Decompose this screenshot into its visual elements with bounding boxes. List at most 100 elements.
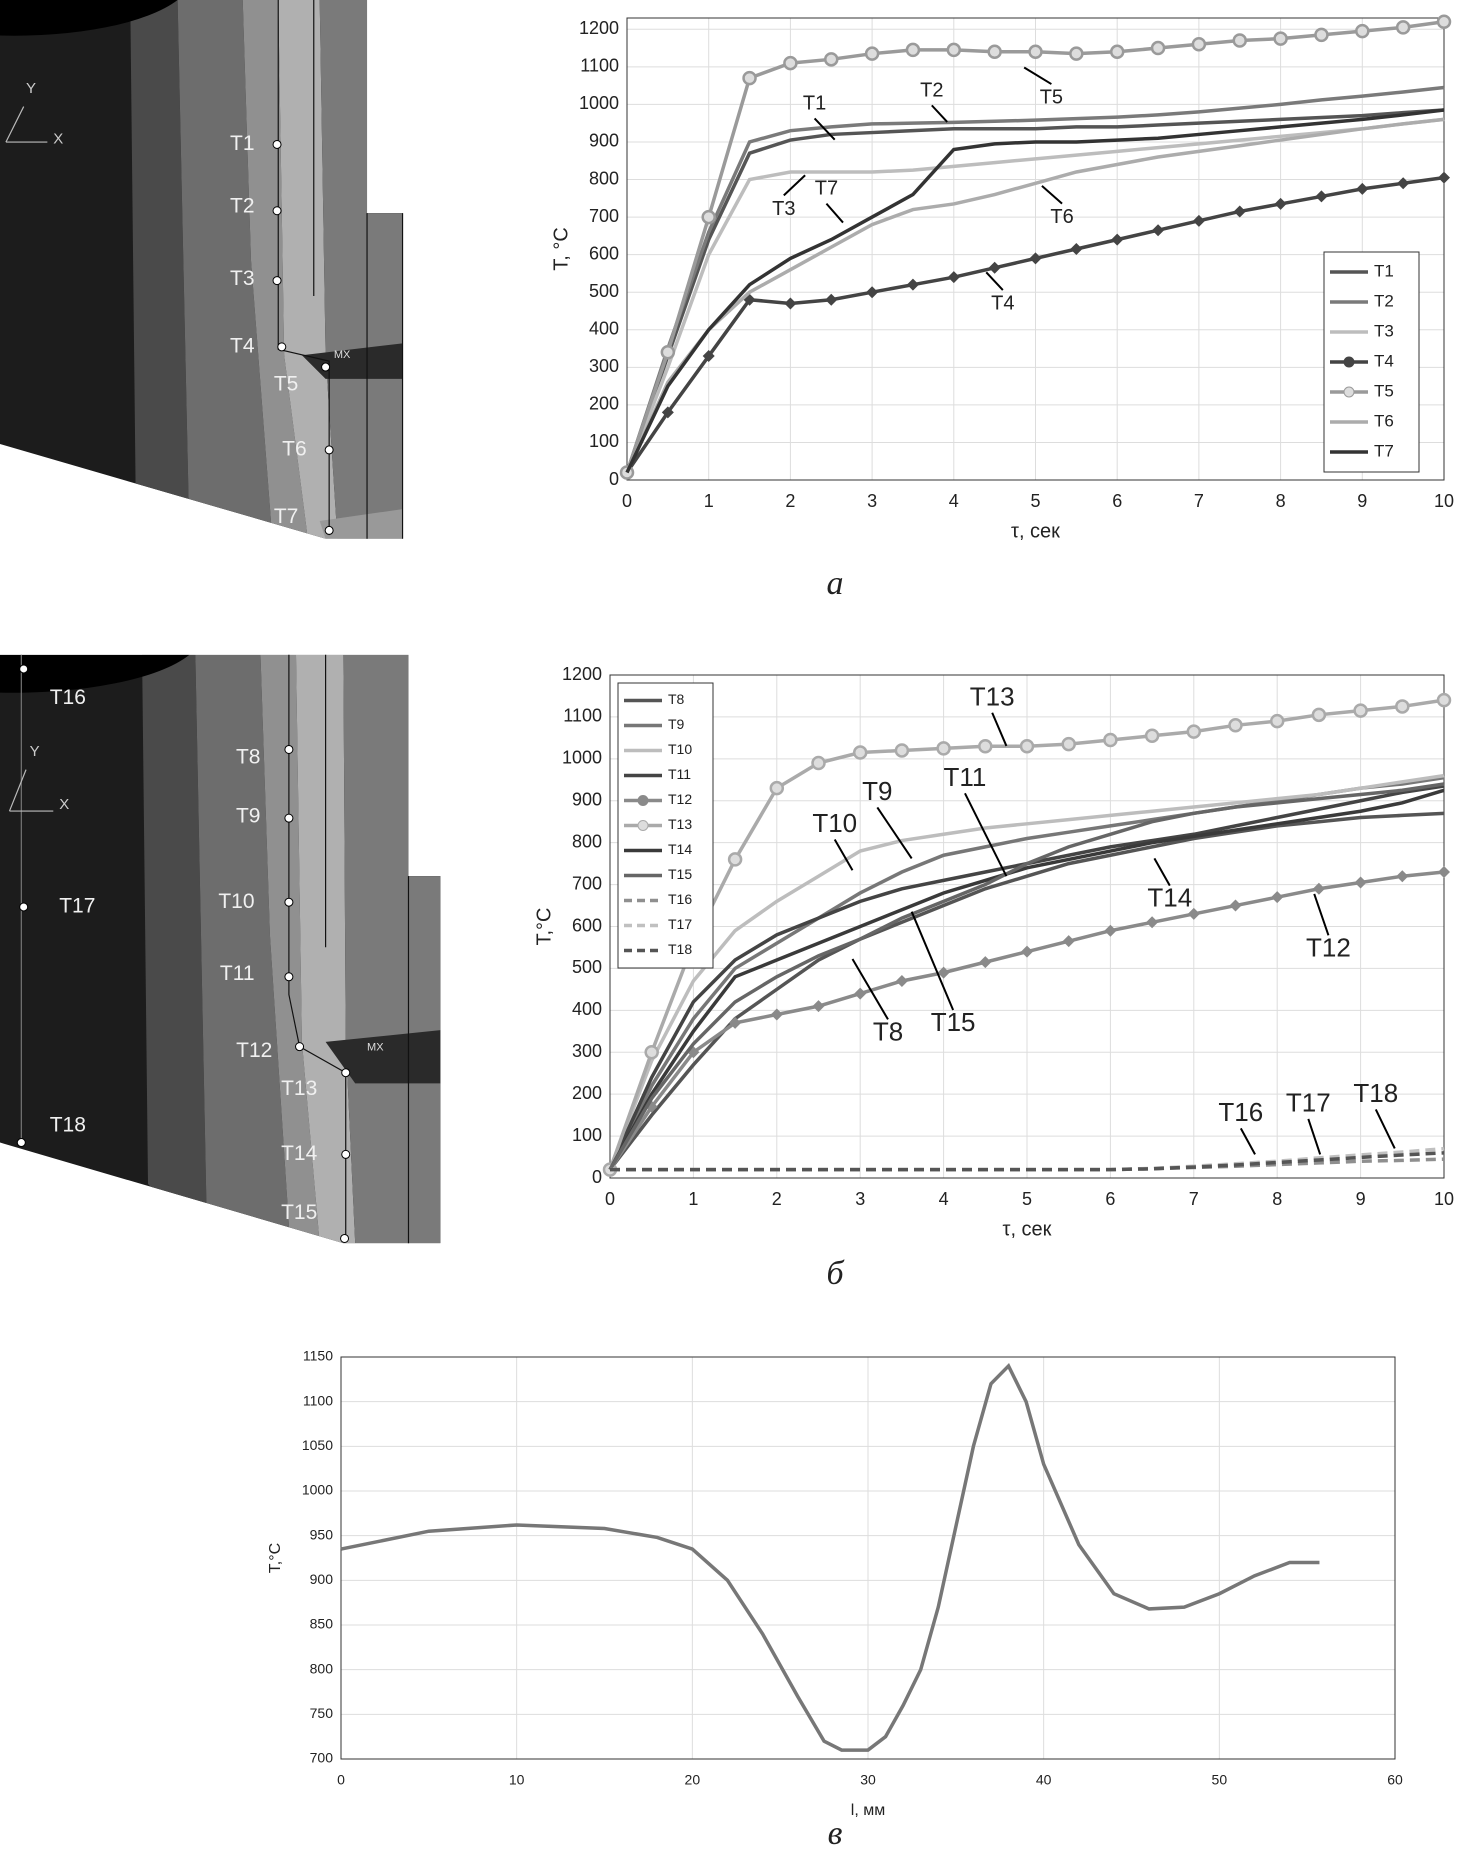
x-tick-label: 40 (1036, 1772, 1052, 1788)
point (1274, 197, 1287, 210)
model-a (0, 0, 404, 539)
point (661, 406, 674, 419)
probe-point (295, 1042, 305, 1052)
axis-letter: Y (30, 743, 40, 760)
annotation: T12 (1306, 932, 1351, 962)
annotation: T1 (803, 92, 826, 114)
y-tick-label: 750 (310, 1705, 334, 1721)
y-tick-label: 300 (589, 356, 619, 376)
probe-label: T15 (281, 1201, 317, 1224)
annotation-leader (964, 792, 1008, 877)
series-line (608, 811, 1445, 1171)
legend-label: T16 (668, 891, 692, 907)
legend-marker (1343, 356, 1355, 368)
probe-label: T4 (230, 334, 255, 357)
point (1436, 14, 1452, 30)
annotation-leader (851, 958, 889, 1020)
point (1021, 945, 1033, 958)
x-tick-label: 7 (1189, 1189, 1199, 1209)
series-line (625, 108, 1445, 474)
annotation-leader (1239, 1127, 1256, 1155)
point (947, 271, 960, 284)
point (1271, 891, 1284, 904)
legend-label: T18 (668, 941, 692, 957)
legend-marker (637, 820, 649, 831)
point (1061, 736, 1076, 752)
y-tick-label: 700 (310, 1750, 334, 1766)
legend-label: T12 (668, 791, 692, 807)
probe-point (284, 972, 294, 982)
y-tick-label: 1100 (580, 56, 619, 76)
point (702, 350, 715, 363)
point (1070, 243, 1083, 255)
x-tick-label: 0 (622, 491, 632, 511)
legend-label: T2 (1374, 291, 1394, 310)
point (1111, 233, 1124, 246)
point (1104, 924, 1117, 937)
point (894, 743, 910, 758)
probe-label: T6 (282, 437, 307, 460)
probe-label: T10 (218, 890, 254, 913)
point (978, 739, 993, 754)
y-tick-label: 850 (310, 1616, 334, 1632)
plot-frame (609, 674, 1445, 1179)
y-tick-label: 1150 (303, 1348, 333, 1364)
point (1395, 20, 1411, 35)
probe-point (272, 206, 282, 216)
point (1191, 37, 1207, 52)
point (895, 974, 908, 987)
legend-label: T4 (1374, 351, 1394, 370)
point (1395, 699, 1410, 714)
x-tick-label: 8 (1272, 1189, 1282, 1209)
y-tick-label: 0 (609, 469, 619, 489)
y-tick-label: 900 (589, 131, 619, 151)
legend-label: T5 (1374, 381, 1394, 400)
probe-label: T5 (274, 372, 299, 395)
annotation: T15 (931, 1007, 976, 1037)
annotation: T6 (1050, 206, 1073, 228)
y-tick-label: 1200 (579, 18, 619, 38)
x-tick-label: 3 (855, 1189, 865, 1209)
probe-point (272, 276, 282, 286)
point (1150, 40, 1166, 56)
legend-label: T10 (668, 741, 692, 757)
point (1028, 44, 1043, 60)
probe-point (324, 445, 334, 455)
series-line (340, 1362, 1320, 1752)
probe-label: T18 (50, 1114, 86, 1137)
y-axis-label: T,°C (533, 908, 555, 946)
axis-letter: Y (26, 80, 36, 97)
legend-label: T6 (1374, 411, 1394, 430)
axis-letter: X (59, 796, 69, 813)
point (1354, 876, 1367, 889)
x-axis-label: τ, сек (1011, 520, 1060, 542)
annotation: T7 (815, 178, 838, 200)
annotation: T3 (772, 198, 795, 220)
caption: б (826, 1255, 845, 1292)
model-b (0, 654, 441, 1244)
x-axis-label: l, мм (851, 1802, 885, 1819)
probe-label: T16 (50, 686, 86, 709)
probe-label: T11 (220, 962, 255, 985)
y-tick-label: 800 (589, 168, 619, 188)
probe-point (284, 813, 294, 823)
annotation-leader (833, 838, 854, 871)
annotation-leader (1374, 1108, 1396, 1149)
x-tick-label: 9 (1357, 491, 1367, 511)
annotation-leader (813, 117, 836, 141)
annotation: T18 (1353, 1078, 1398, 1108)
point (1144, 728, 1160, 744)
point (906, 278, 919, 291)
point (1029, 252, 1042, 265)
probe-label: T3 (230, 267, 255, 290)
probe-point (341, 1068, 351, 1078)
point (825, 293, 838, 306)
point (1152, 224, 1165, 237)
y-tick-label: 1000 (579, 93, 619, 113)
y-tick-label: 600 (572, 915, 602, 935)
legend-label: T11 (668, 766, 691, 782)
series-line (608, 782, 1445, 1171)
point (1396, 870, 1409, 883)
